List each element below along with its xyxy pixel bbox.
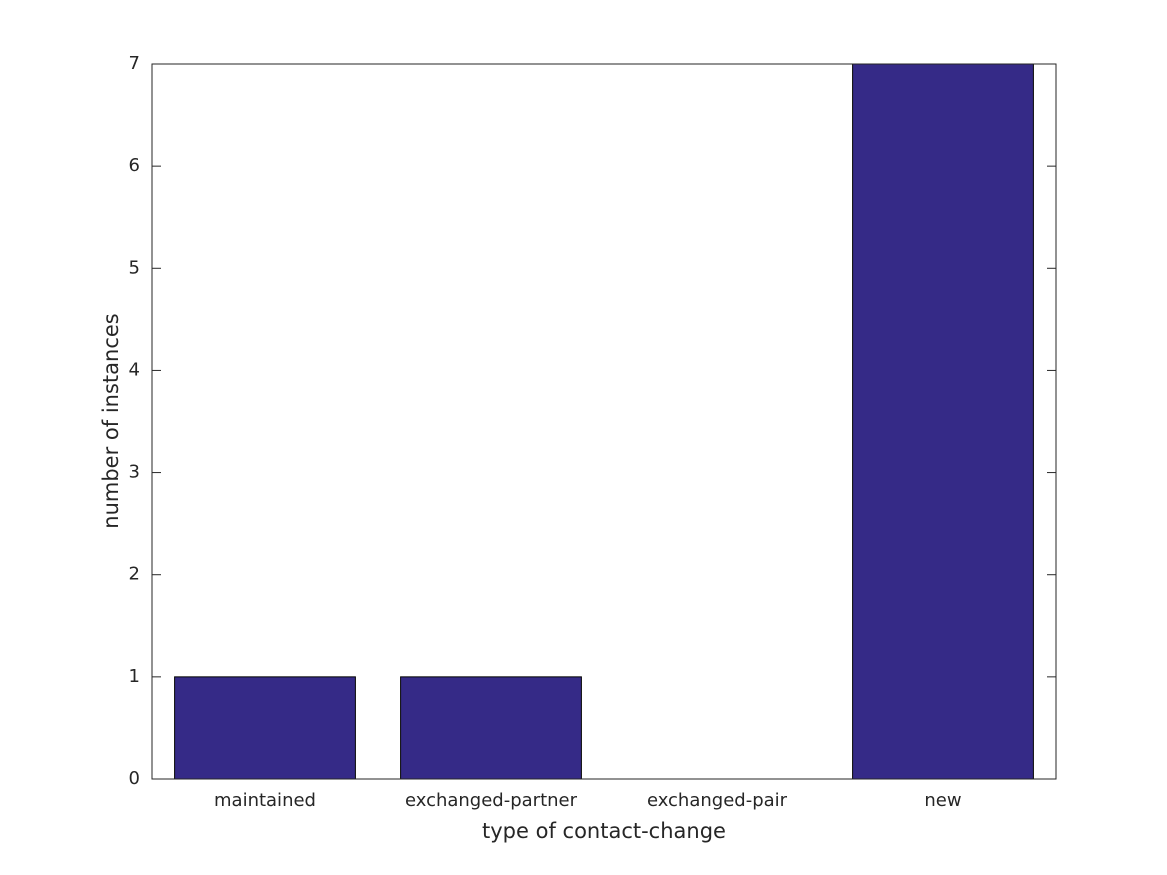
x-tick-label: exchanged-pair [647,790,788,811]
bar [400,676,582,780]
x-tick-label: maintained [214,790,316,811]
y-tick-label: 0 [129,768,140,789]
x-tick-label: exchanged-partner [405,790,578,811]
y-tick-label: 1 [129,666,140,687]
y-tick-label: 5 [129,257,140,278]
bar [852,63,1034,780]
x-tick-label: new [924,790,961,811]
y-tick-label: 7 [129,53,140,74]
x-axis-label: type of contact-change [482,819,726,843]
y-tick-label: 4 [129,359,140,380]
axes-box [151,63,1057,780]
y-axis-label: number of instances [99,313,123,528]
y-tick-label: 3 [129,462,140,483]
y-tick-label: 6 [129,155,140,176]
y-tick-label: 2 [129,564,140,585]
bar [174,676,356,780]
